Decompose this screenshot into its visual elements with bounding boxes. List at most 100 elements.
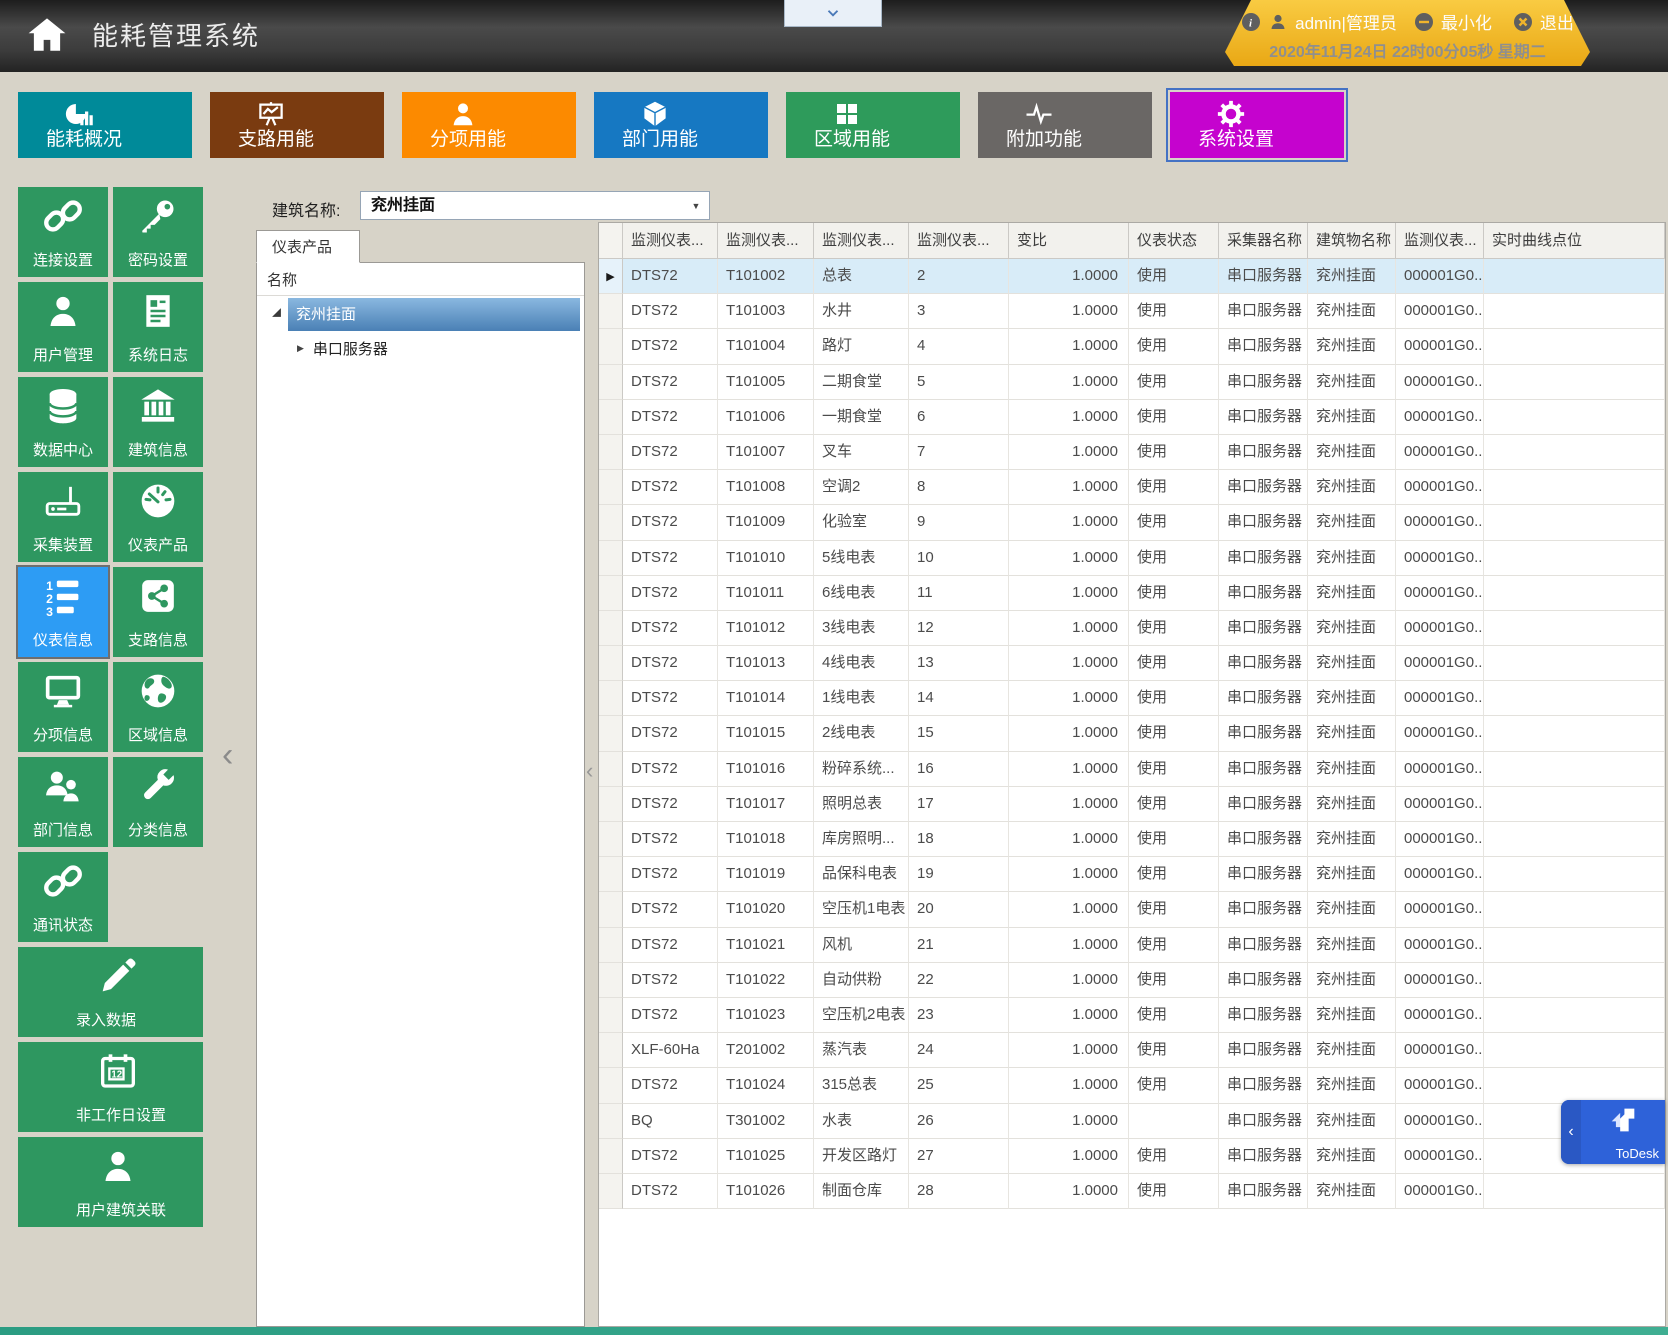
table-row-27[interactable]: DTS72 T101026 制面仓库 28 1.0000 使用 串口服务器 兖州挂面 00000…	[599, 1173, 1665, 1210]
table-row-4[interactable]: DTS72 T101005 二期食堂 5 1.0000 使用 串口服务器 兖州挂面 000001…	[599, 364, 1665, 400]
nav-tab-5[interactable]: 区域用能	[786, 92, 960, 158]
table-row-19[interactable]: DTS72 T101020 空压机1电表 20 1.0000 使用 串口服务器 兖州挂面 000…	[599, 892, 1665, 928]
table-row-10[interactable]: DTS72 T101011 6线电表 11 1.0000 使用 串口服务器 兖州挂面 00000…	[599, 575, 1665, 611]
cell: 兖州挂面	[1308, 329, 1396, 365]
sidebar-collapse-icon[interactable]: ‹	[222, 736, 234, 774]
cell	[1484, 610, 1665, 647]
selected-row-arrow-icon: ▶	[606, 271, 615, 283]
tree-node-child[interactable]: ▶ 串口服务器	[257, 332, 584, 365]
column-header-1[interactable]: 监测仪表...	[623, 223, 718, 259]
user-name[interactable]: admin|管理员	[1295, 14, 1397, 33]
cell: T101024	[718, 1068, 814, 1104]
column-header-8[interactable]: 建筑物名称	[1308, 223, 1396, 259]
nav-tab-2[interactable]: 支路用能	[210, 92, 384, 158]
sidebar-item-3[interactable]: 用户管理	[18, 282, 108, 372]
sidebar-item-12[interactable]: 区域信息	[113, 662, 203, 752]
sidebar-item-8[interactable]: 仪表产品	[113, 472, 203, 562]
sidebar-item-1[interactable]: 连接设置	[18, 187, 108, 277]
nav-tab-3[interactable]: 分项用能	[402, 92, 576, 158]
table-row-11[interactable]: DTS72 T101012 3线电表 12 1.0000 使用 串口服务器 兖州挂面 00000…	[599, 610, 1665, 647]
cell: DTS72	[623, 997, 718, 1034]
table-row-14[interactable]: DTS72 T101015 2线电表 15 1.0000 使用 串口服务器 兖州挂面 00000…	[599, 716, 1665, 752]
table-row-17[interactable]: DTS72 T101018 库房照明... 18 1.0000 使用 串口服务器 兖州挂面 00…	[599, 822, 1665, 858]
sidebar-item-17[interactable]: 12 非工作日设置	[18, 1042, 203, 1132]
minimize-label[interactable]: 最小化	[1440, 14, 1492, 33]
table-row-15[interactable]: DTS72 T101016 粉碎系统... 16 1.0000 使用 串口服务器 兖州挂面 00…	[599, 751, 1665, 787]
cell: DTS72	[623, 681, 718, 717]
close-icon[interactable]	[1513, 12, 1533, 32]
nav-tab-label: 附加功能	[1006, 129, 1083, 150]
sidebar-item-9[interactable]: 1 2 3 仪表信息	[18, 567, 108, 657]
nav-tab-7[interactable]: 系统设置	[1166, 88, 1348, 162]
top-dropdown-handle[interactable]	[784, 0, 882, 27]
panel-collapse-icon[interactable]: ‹	[586, 758, 594, 783]
column-header-3[interactable]: 监测仪表...	[814, 223, 909, 259]
column-header-9[interactable]: 监测仪表...	[1396, 223, 1484, 259]
sidebar-item-10[interactable]: 支路信息	[113, 567, 203, 657]
sidebar-item-13[interactable]: 部门信息	[18, 757, 108, 847]
cell	[1484, 329, 1665, 365]
cell: 000001G0...	[1396, 1068, 1484, 1104]
tree-tab[interactable]: 仪表产品	[256, 230, 360, 263]
table-row-25[interactable]: BQ T301002 水表 26 1.0000 串口服务器 兖州挂面 000001G0...	[599, 1103, 1665, 1139]
sidebar-item-14[interactable]: 分类信息	[113, 757, 203, 847]
sidebar-item-11[interactable]: 分项信息	[18, 662, 108, 752]
table-row-21[interactable]: DTS72 T101022 自动供粉 22 1.0000 使用 串口服务器 兖州挂面 00000…	[599, 962, 1665, 998]
cell: 1.0000	[1009, 646, 1129, 682]
cell: 兖州挂面	[1308, 575, 1396, 611]
nav-tab-6[interactable]: 附加功能	[978, 92, 1152, 158]
sidebar-item-15[interactable]: 通讯状态	[18, 852, 108, 942]
building-select[interactable]: 兖州挂面 ▼	[360, 191, 710, 220]
column-header-6[interactable]: 仪表状态	[1129, 223, 1219, 259]
cell: 18	[909, 822, 1009, 858]
cell: 兖州挂面	[1308, 857, 1396, 893]
column-header-4[interactable]: 监测仪表...	[909, 223, 1009, 259]
table-row-23[interactable]: XLF-60Ha T201002 蒸汽表 24 1.0000 使用 串口服务器 兖州挂面 000…	[599, 1033, 1665, 1069]
column-header-2[interactable]: 监测仪表...	[718, 223, 814, 259]
table-row-5[interactable]: DTS72 T101006 一期食堂 6 1.0000 使用 串口服务器 兖州挂面 000001…	[599, 399, 1665, 435]
table-row-22[interactable]: DTS72 T101023 空压机2电表 23 1.0000 使用 串口服务器 兖州挂面 000…	[599, 997, 1665, 1034]
table-row-16[interactable]: DTS72 T101017 照明总表 17 1.0000 使用 串口服务器 兖州挂面 00000…	[599, 786, 1665, 822]
cell: 19	[909, 857, 1009, 893]
info-icon[interactable]: i	[1241, 12, 1261, 32]
dropdown-arrow-icon[interactable]: ▼	[684, 193, 708, 218]
table-row-1[interactable]: ▶ DTS72 T101002 总表 2 1.0000 使用 串口服务器 兖州挂面 000001G…	[599, 259, 1665, 295]
table-row-26[interactable]: DTS72 T101025 开发区路灯 27 1.0000 使用 串口服务器 兖州挂面 0000…	[599, 1138, 1665, 1174]
minimize-icon[interactable]	[1414, 12, 1434, 32]
sidebar-item-18[interactable]: 用户建筑关联	[18, 1137, 203, 1227]
tree-node-root[interactable]: 兖州挂面	[257, 296, 584, 332]
cell: 000001G0...	[1396, 1138, 1484, 1174]
todesk-widget[interactable]: ‹ ToDesk	[1561, 1100, 1665, 1164]
sidebar-item-2[interactable]: 密码设置	[113, 187, 203, 277]
table-row-7[interactable]: DTS72 T101008 空调2 8 1.0000 使用 串口服务器 兖州挂面 000001G…	[599, 470, 1665, 506]
table-row-6[interactable]: DTS72 T101007 叉车 7 1.0000 使用 串口服务器 兖州挂面 000001G0…	[599, 434, 1665, 471]
table-row-12[interactable]: DTS72 T101013 4线电表 13 1.0000 使用 串口服务器 兖州挂面 00000…	[599, 646, 1665, 682]
sidebar-item-16[interactable]: 录入数据	[18, 947, 203, 1037]
table-row-9[interactable]: DTS72 T101010 5线电表 10 1.0000 使用 串口服务器 兖州挂面 00000…	[599, 540, 1665, 576]
sidebar-item-4[interactable]: 系统日志	[113, 282, 203, 372]
home-icon[interactable]	[26, 14, 68, 56]
column-header-7[interactable]: 采集器名称	[1219, 223, 1308, 259]
table-row-2[interactable]: DTS72 T101003 水井 3 1.0000 使用 串口服务器 兖州挂面 000001G0…	[599, 294, 1665, 330]
cell: DTS72	[623, 1068, 718, 1104]
table-row-18[interactable]: DTS72 T101019 品保科电表 19 1.0000 使用 串口服务器 兖州挂面 0000…	[599, 857, 1665, 893]
column-header-10[interactable]: 实时曲线点位	[1484, 223, 1665, 259]
table-row-13[interactable]: DTS72 T101014 1线电表 14 1.0000 使用 串口服务器 兖州挂面 00000…	[599, 681, 1665, 717]
building-select-value: 兖州挂面	[371, 197, 436, 214]
table-row-20[interactable]: DTS72 T101021 风机 21 1.0000 使用 串口服务器 兖州挂面 000001G…	[599, 927, 1665, 963]
table-row-24[interactable]: DTS72 T101024 315总表 25 1.0000 使用 串口服务器 兖州挂面 0000…	[599, 1068, 1665, 1104]
nav-tab-1[interactable]: 能耗概况	[18, 92, 192, 158]
cell: T101005	[718, 364, 814, 400]
sidebar-item-7[interactable]: 采集装置	[18, 472, 108, 562]
todesk-collapse-icon[interactable]: ‹	[1561, 1100, 1581, 1164]
tree-expanded-icon[interactable]	[271, 305, 288, 323]
sidebar-item-6[interactable]: 建筑信息	[113, 377, 203, 467]
table-row-3[interactable]: DTS72 T101004 路灯 4 1.0000 使用 串口服务器 兖州挂面 000001G0…	[599, 329, 1665, 365]
column-header-5[interactable]: 变比	[1009, 223, 1129, 259]
exit-label[interactable]: 退出	[1539, 14, 1574, 33]
nav-tab-4[interactable]: 部门用能	[594, 92, 768, 158]
cell: 2线电表	[814, 716, 909, 752]
table-row-8[interactable]: DTS72 T101009 化验室 9 1.0000 使用 串口服务器 兖州挂面 000001G…	[599, 505, 1665, 541]
cell: DTS72	[623, 962, 718, 998]
sidebar-item-5[interactable]: 数据中心	[18, 377, 108, 467]
